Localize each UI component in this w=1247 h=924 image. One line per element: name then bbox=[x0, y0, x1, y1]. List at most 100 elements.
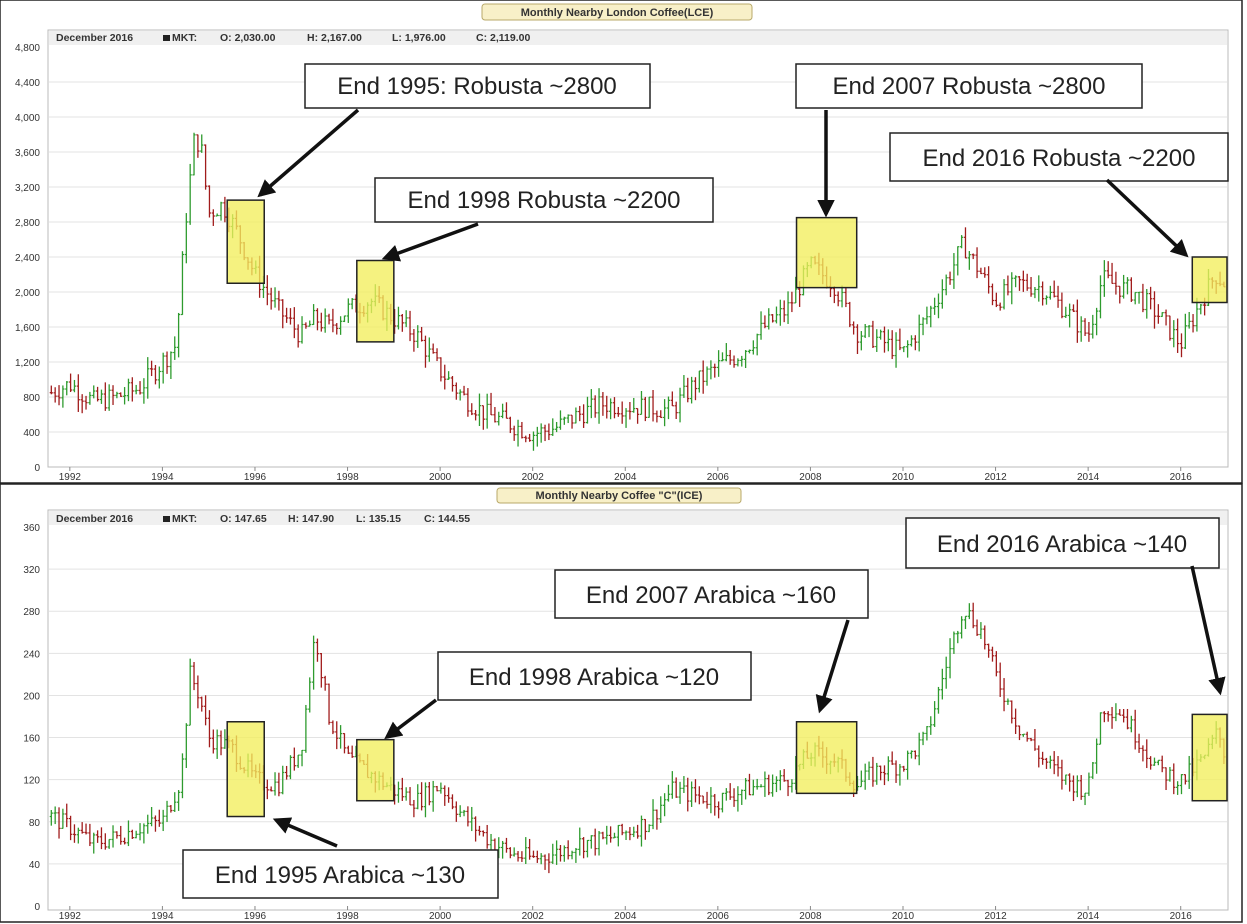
arabica-ohlc-bar bbox=[404, 787, 408, 801]
robusta-ohlc-bar bbox=[925, 306, 929, 325]
robusta-ohlc-bar bbox=[852, 321, 856, 335]
arabica-ohlc-bar bbox=[454, 801, 458, 822]
robusta-ohlc-bar bbox=[601, 392, 605, 416]
arabica-ohlc-bar bbox=[485, 824, 489, 849]
robusta-ohlc-bar bbox=[967, 251, 971, 270]
robusta-ohlc-bar bbox=[535, 426, 539, 447]
arabica-ohlc-bar bbox=[277, 772, 281, 797]
arabica-y-tick-label: 280 bbox=[23, 607, 40, 618]
robusta-ohlc-bar bbox=[339, 316, 343, 335]
robusta-ohlc-bar bbox=[693, 377, 698, 401]
robusta-ohlc-bar bbox=[1179, 333, 1184, 358]
robusta-ohlc-bar bbox=[624, 408, 628, 428]
arabica-ohlc-bar bbox=[204, 695, 208, 726]
arabica-ohlc-bar bbox=[744, 778, 748, 800]
robusta-ohlc-bar bbox=[88, 391, 92, 405]
arabica-ohlc-bar bbox=[1068, 773, 1072, 792]
robusta-highlight-box bbox=[795, 216, 858, 289]
robusta-ohlc-bar bbox=[894, 332, 898, 368]
robusta-ohlc-bar bbox=[879, 329, 883, 340]
arabica-ohlc-bar bbox=[130, 829, 134, 839]
arabica-annotation-2016-box bbox=[905, 517, 1220, 569]
arabica-ohlc-bar bbox=[173, 792, 177, 812]
robusta-ohlc-bar bbox=[755, 333, 759, 356]
robusta-ohlc-bar bbox=[643, 396, 647, 422]
arabica-title-box bbox=[496, 487, 742, 504]
robusta-ohlc-bar bbox=[956, 246, 960, 276]
robusta-ohlc-bar bbox=[331, 308, 335, 333]
arabica-ohlc-bar bbox=[705, 791, 709, 809]
arabica-ohlc-bar bbox=[898, 763, 902, 786]
arabica-ohlc-bar bbox=[312, 635, 316, 690]
robusta-ohlc-bar bbox=[265, 275, 269, 306]
robusta-ohlc-bar bbox=[485, 393, 489, 429]
arabica-ohlc-bar bbox=[1152, 757, 1157, 766]
robusta-ohlc-bar bbox=[909, 335, 914, 347]
arabica-ohlc-bar bbox=[273, 772, 277, 796]
arabica-ohlc-bar bbox=[767, 774, 771, 796]
arabica-ohlc-bar bbox=[1048, 755, 1052, 769]
robusta-ohlc-bar bbox=[778, 299, 782, 326]
arabica-ohlc-bar bbox=[859, 770, 863, 788]
arabica-ohlc-bar bbox=[53, 806, 57, 825]
robusta-y-tick-label: 4,800 bbox=[15, 43, 40, 54]
arabica-annotation-1998: End 1998 Arabica ~120 bbox=[469, 664, 719, 691]
robusta-ohlc-bar bbox=[126, 378, 131, 402]
robusta-ohlc-bar bbox=[659, 410, 663, 419]
robusta-ohlc-bar bbox=[1199, 303, 1203, 315]
robusta-ohlc-bar bbox=[589, 389, 593, 419]
arabica-ohlc-bar bbox=[616, 824, 620, 847]
arabica-ohlc-bar bbox=[146, 814, 150, 834]
arabica-ohlc-bar bbox=[624, 830, 628, 841]
robusta-ohlc-bar bbox=[867, 325, 871, 338]
robusta-ohlc-bar bbox=[169, 351, 173, 380]
robusta-ohlc-bar bbox=[454, 382, 458, 400]
arabica-ohlc-bar bbox=[134, 830, 138, 839]
robusta-ohlc-bar bbox=[1017, 276, 1022, 291]
robusta-ohlc-bar bbox=[92, 385, 96, 399]
arabica-ohlc-bar bbox=[1168, 766, 1172, 782]
robusta-ohlc-bar bbox=[49, 385, 53, 395]
arabica-x-tick-label: 1994 bbox=[151, 911, 174, 922]
robusta-ohlc-bar bbox=[416, 325, 420, 348]
robusta-y-tick-label: 800 bbox=[23, 393, 40, 404]
arabica-ohlc-bar bbox=[609, 826, 613, 843]
robusta-ohlc-bar bbox=[1091, 314, 1095, 339]
arabica-ohlc-bar bbox=[690, 781, 694, 807]
arabica-ohlc-bar bbox=[1129, 715, 1133, 733]
robusta-ohlc-bar bbox=[582, 404, 586, 428]
robusta-ohlc-bar bbox=[103, 382, 107, 411]
arabica-ohlc-bar bbox=[123, 837, 127, 845]
arabica-ohlc-bar bbox=[1029, 737, 1033, 742]
robusta-ohlc-bar bbox=[717, 350, 721, 377]
robusta-ohlc-bar bbox=[944, 274, 948, 296]
robusta-ohlc-bar bbox=[1002, 279, 1006, 310]
arabica-x-tick-label: 2002 bbox=[522, 911, 545, 922]
arabica-ohlc-bar bbox=[659, 796, 663, 823]
robusta-ohlc-bar bbox=[462, 385, 466, 396]
robusta-ohlc-bar bbox=[1114, 271, 1118, 295]
arabica-ohlc-readout: December 2016 MKT: O: 147.65 H: 147.90 L… bbox=[56, 513, 470, 525]
arabica-ohlc-bar bbox=[504, 837, 509, 853]
arabica-ohlc-bar bbox=[732, 788, 736, 807]
arabica-ohlc-bar bbox=[157, 809, 161, 827]
arabica-ohlc-period: December 2016 bbox=[56, 513, 133, 525]
arabica-ohlc-bar bbox=[1172, 763, 1176, 795]
robusta-ohlc-bar bbox=[612, 397, 617, 419]
arabica-ohlc-bar bbox=[474, 816, 478, 842]
robusta-ohlc-bar bbox=[1037, 275, 1041, 302]
arabica-ohlc-bar bbox=[701, 795, 705, 804]
robusta-ohlc-bar bbox=[963, 227, 968, 259]
arabica-ohlc-bar bbox=[717, 801, 721, 819]
arabica-ohlc-bar bbox=[709, 787, 713, 814]
robusta-ohlc-bar bbox=[1010, 272, 1014, 305]
arabica-ohlc-bar bbox=[925, 726, 929, 741]
arabica-ohlc-bar bbox=[879, 765, 883, 781]
arabica-y-tick-label: 240 bbox=[23, 649, 40, 660]
robusta-ohlc-bar bbox=[447, 371, 451, 380]
arabica-ohlc-bar bbox=[1149, 756, 1153, 770]
robusta-ohlc-bar bbox=[543, 424, 547, 442]
robusta-ohlc-bar bbox=[1075, 299, 1079, 343]
robusta-ohlc-bar bbox=[740, 355, 744, 367]
robusta-ohlc-bar bbox=[180, 251, 185, 316]
